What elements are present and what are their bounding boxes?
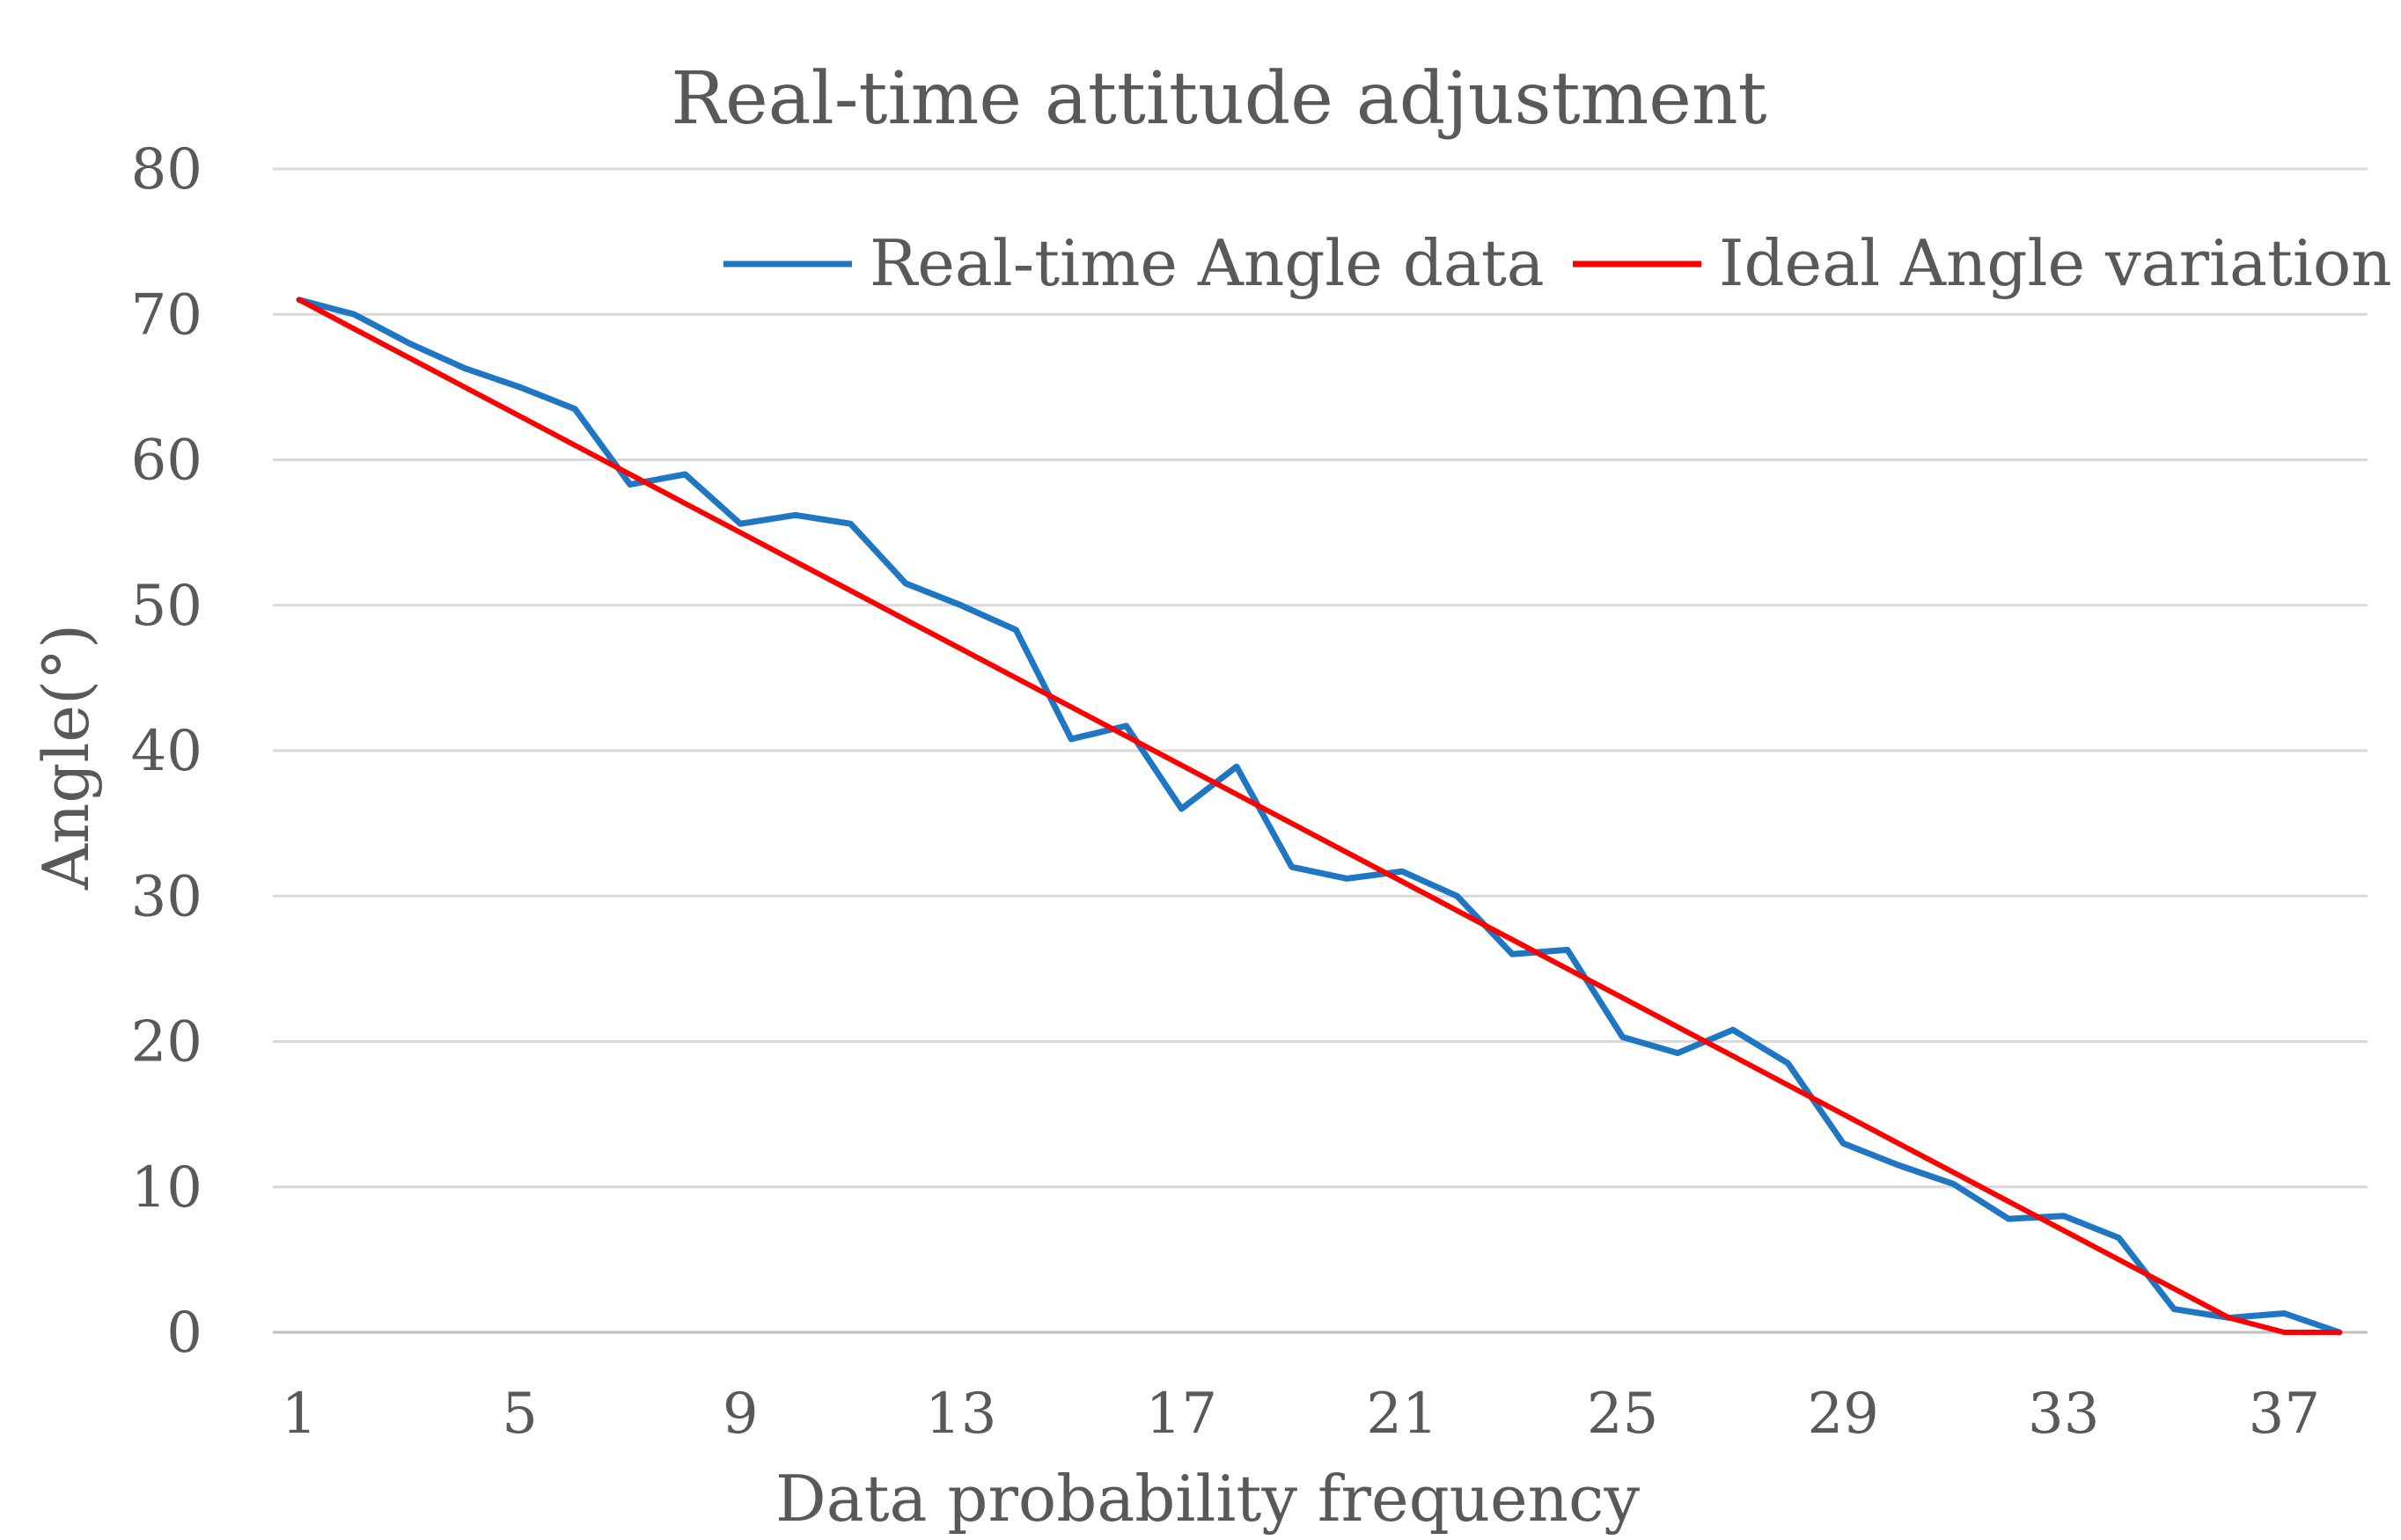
x-tick-label-29: 29: [1807, 1382, 1878, 1447]
y-axis-tick-labels: 0 10 20 30 40 50 60 70 80: [131, 137, 202, 1366]
legend-label-real-time: Real-time Angle data: [870, 226, 1545, 300]
x-tick-label-13: 13: [925, 1382, 996, 1447]
x-tick-label-33: 33: [2028, 1382, 2099, 1447]
y-tick-label-10: 10: [131, 1155, 202, 1221]
x-axis-label: Data probability frequency: [775, 1462, 1640, 1536]
x-axis-tick-labels: 1 5 9 13 17 21 25 29 33 37: [282, 1382, 2320, 1447]
x-tick-label-25: 25: [1587, 1382, 1658, 1447]
series-line-real-time-angle-data: [296, 297, 2343, 1336]
gridlines: [273, 167, 2368, 1334]
y-tick-label-40: 40: [131, 719, 202, 784]
x-tick-label-5: 5: [502, 1382, 538, 1447]
x-tick-label-1: 1: [282, 1382, 318, 1447]
x-tick-label-17: 17: [1146, 1382, 1217, 1447]
y-tick-label-80: 80: [131, 137, 202, 202]
y-tick-label-70: 70: [131, 282, 202, 348]
legend: Real-time Angle data Ideal Angle variatio…: [723, 226, 2392, 300]
y-tick-label-20: 20: [131, 1010, 202, 1075]
y-axis-label: Angle(°): [29, 624, 103, 891]
x-tick-label-37: 37: [2249, 1382, 2320, 1447]
series-line-ideal-angle-variation: [297, 297, 2342, 1335]
legend-label-ideal: Ideal Angle variation: [1719, 226, 2392, 300]
y-tick-label-50: 50: [131, 574, 202, 639]
chart-title: Real-time attitude adjustment: [671, 57, 1766, 141]
x-tick-label-9: 9: [723, 1382, 759, 1447]
y-tick-label-30: 30: [131, 864, 202, 929]
y-tick-label-60: 60: [131, 429, 202, 494]
x-tick-label-21: 21: [1366, 1382, 1437, 1447]
y-tick-label-0: 0: [166, 1301, 202, 1366]
series-lines: [296, 297, 2343, 1336]
